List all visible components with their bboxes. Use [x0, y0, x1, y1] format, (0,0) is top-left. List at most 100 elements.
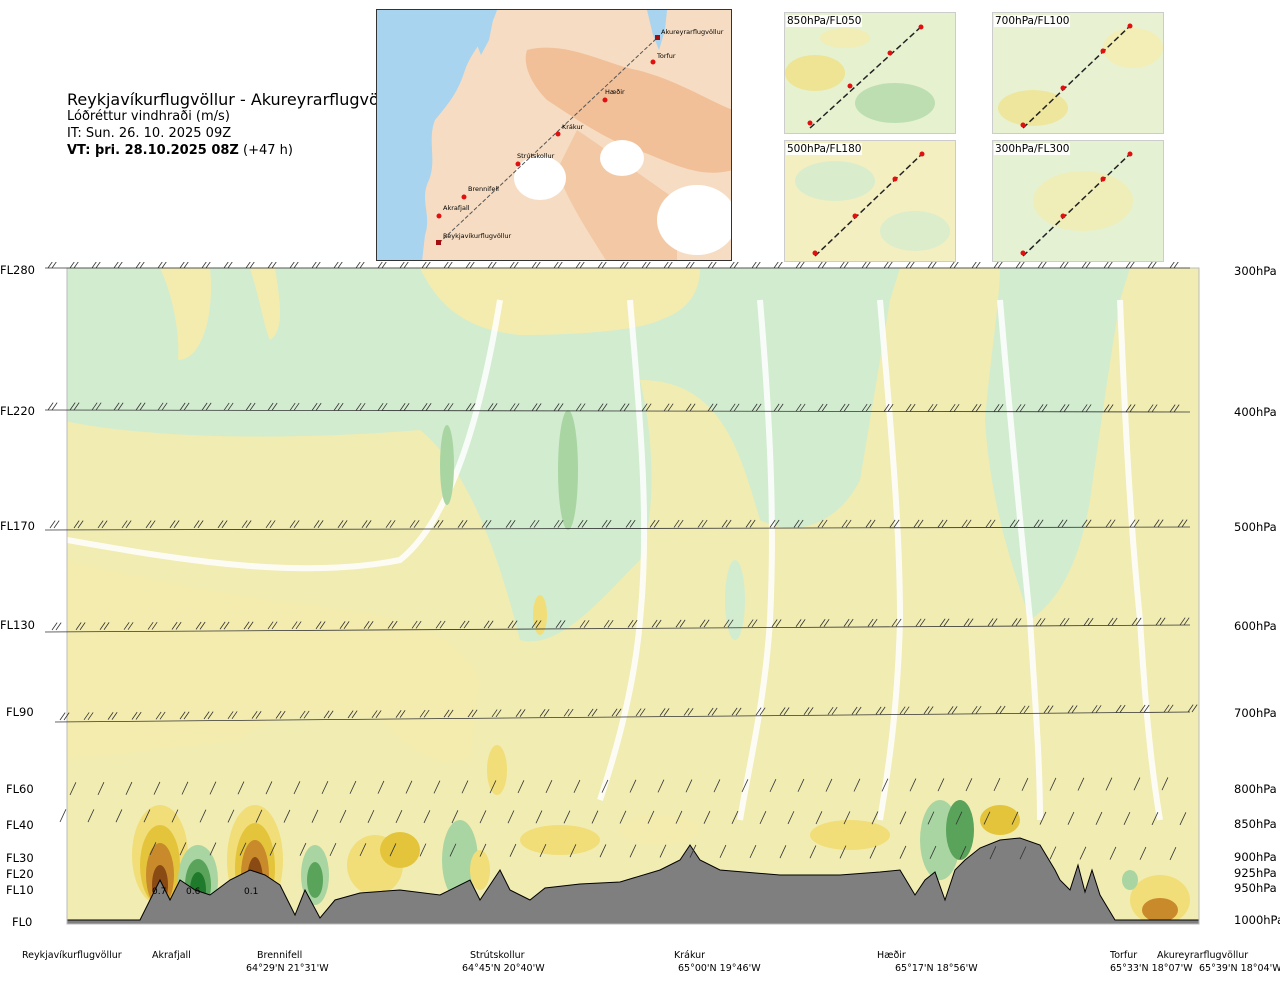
wind-barb	[483, 620, 490, 629]
fl-label-0: FL0	[12, 915, 33, 929]
wind-barb	[333, 402, 340, 411]
wind-barb	[265, 781, 273, 795]
wind-barb	[557, 262, 563, 269]
wind-barb	[1129, 262, 1135, 269]
wind-barb	[333, 262, 339, 269]
wind-barb	[49, 520, 56, 529]
wind-barb	[759, 811, 767, 825]
wind-barb	[249, 402, 256, 411]
wind-barb	[1095, 811, 1103, 825]
wind-barb	[103, 622, 110, 631]
wind-barb	[1071, 705, 1078, 714]
wind-barb	[117, 402, 124, 411]
wind-barb	[623, 262, 629, 269]
wind-barb	[971, 404, 978, 412]
wind-barb	[881, 778, 889, 792]
wind-barb	[827, 706, 834, 715]
wind-barb	[47, 262, 53, 269]
wind-barb	[505, 519, 512, 528]
wind-barb	[113, 262, 119, 269]
wind-barb	[947, 706, 954, 714]
wind-barb	[323, 710, 330, 719]
wind-barb	[883, 262, 889, 269]
wind-barb	[843, 618, 850, 627]
wind-barb	[153, 781, 161, 795]
wind-barb	[755, 707, 762, 716]
fl-label-220: FL220	[0, 404, 35, 418]
map-label-haedir: Hæðir	[605, 88, 625, 96]
wind-barb	[1177, 519, 1184, 528]
wind-barb	[327, 710, 334, 719]
wind-barb	[759, 707, 766, 716]
route-title: Reykjavíkurflugvöllur - Akureyrarflugvöl…	[67, 90, 405, 109]
wind-barb	[1125, 404, 1132, 413]
level-map-700[interactable]: 700hPa/FL100	[992, 12, 1164, 134]
wind-barb	[389, 843, 397, 857]
wind-barb	[531, 403, 538, 412]
wind-barb	[127, 622, 134, 630]
wind-barb	[809, 845, 817, 859]
wind-barb	[267, 621, 274, 630]
wind-barb	[773, 403, 780, 412]
valid-time-date: VT: þri. 28.10.2025 08Z	[67, 143, 239, 158]
wind-barb	[125, 520, 132, 529]
wind-barb	[415, 620, 422, 629]
wind-barb	[845, 519, 852, 528]
wind-barb	[423, 810, 431, 824]
wind-barb	[1133, 519, 1140, 528]
wind-barb	[399, 262, 405, 269]
wind-barb	[411, 620, 418, 629]
wind-barb	[903, 706, 910, 715]
wind-barb	[239, 842, 247, 856]
wind-barb	[855, 706, 862, 715]
level-map-500[interactable]: 500hPa/FL180	[784, 140, 956, 262]
wind-barb	[247, 621, 254, 630]
wind-barb	[909, 262, 915, 269]
level-map-850[interactable]: 850hPa/FL050	[784, 12, 956, 134]
level-map-500-graphic	[785, 141, 955, 261]
wind-barb	[425, 403, 432, 411]
wind-barb	[1147, 262, 1153, 269]
wind-barb	[487, 620, 494, 629]
wind-barb	[513, 403, 520, 412]
wind-barb	[657, 779, 665, 793]
wind-barb	[735, 707, 742, 716]
wind-barb	[553, 403, 560, 412]
wind-barb	[1085, 404, 1092, 413]
wind-barb	[663, 262, 669, 269]
wind-barb	[1037, 262, 1043, 269]
wind-barb	[1047, 705, 1054, 714]
wind-barb	[159, 711, 166, 720]
wind-barb	[111, 712, 118, 720]
wind-barb	[971, 705, 978, 714]
wind-barb	[151, 621, 158, 630]
wind-barb	[677, 519, 684, 528]
wind-barb	[1015, 618, 1022, 627]
wind-barb	[645, 403, 652, 412]
wind-barb	[1167, 704, 1174, 713]
wind-barb	[625, 519, 632, 528]
wind-barb	[1059, 262, 1065, 269]
wind-barb	[793, 519, 800, 528]
wind-barb	[539, 708, 546, 717]
wind-barb	[303, 710, 310, 719]
wind-barb	[135, 711, 142, 720]
wind-barb	[943, 618, 950, 627]
wind-barb	[685, 779, 693, 793]
wind-barb	[821, 262, 827, 269]
wind-barb	[1081, 519, 1088, 528]
wind-barb	[479, 843, 487, 857]
wind-barb	[135, 262, 141, 269]
wind-barb	[1111, 617, 1118, 626]
wind-barb	[1087, 617, 1094, 626]
wind-barb	[629, 844, 637, 858]
wind-barb	[1091, 705, 1098, 713]
wind-barb	[79, 622, 86, 631]
wind-barb	[949, 262, 955, 269]
wind-barb	[601, 262, 607, 269]
wind-barb	[1159, 617, 1166, 626]
level-map-850-label: 850hPa/FL050	[786, 15, 863, 27]
level-map-300[interactable]: 300hPa/FL300	[992, 140, 1164, 262]
wind-barb	[569, 844, 577, 858]
wind-barb	[751, 403, 758, 412]
